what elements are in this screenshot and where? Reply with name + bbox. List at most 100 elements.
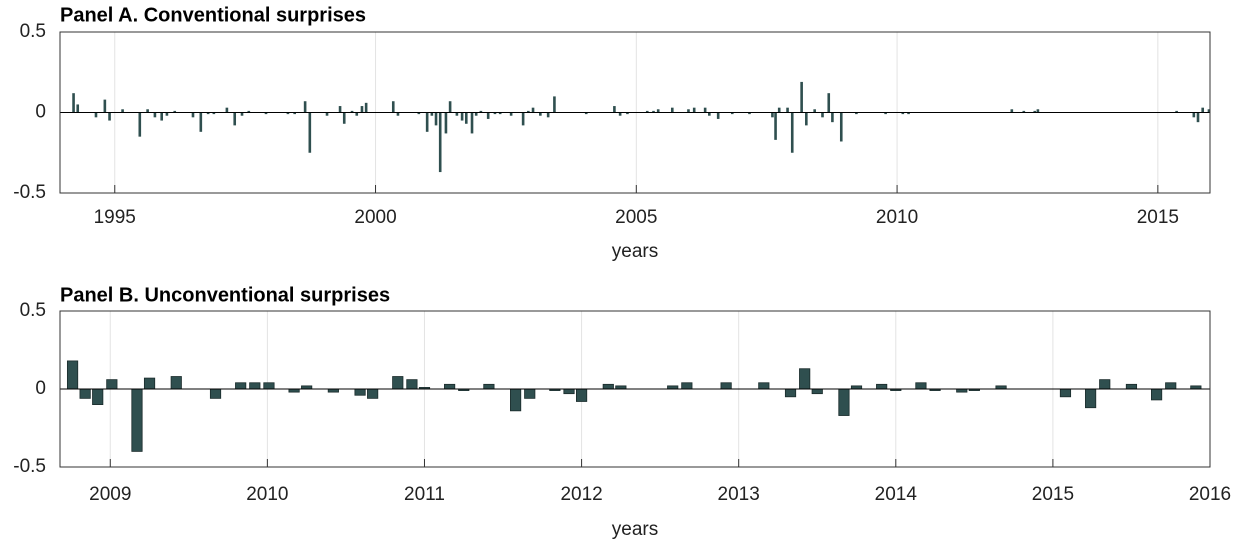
bar: [1099, 379, 1111, 390]
bar: [131, 388, 143, 452]
bar: [827, 93, 831, 113]
bar: [470, 112, 474, 134]
bar: [790, 112, 794, 153]
bar: [1192, 112, 1196, 118]
bar: [225, 107, 229, 113]
bar: [425, 112, 429, 132]
bar: [652, 110, 655, 113]
bar: [367, 388, 379, 399]
bar: [438, 112, 442, 173]
panel-title: Panel B. Unconventional surprises: [60, 284, 390, 306]
bar: [493, 112, 497, 115]
bar: [774, 112, 777, 140]
x-tick-label: 2010: [246, 484, 288, 505]
bar: [360, 106, 364, 113]
x-tick-label: 2012: [560, 484, 602, 505]
bar: [444, 112, 448, 134]
bar: [479, 110, 483, 113]
bar: [510, 388, 522, 412]
bar: [703, 107, 707, 113]
x-tick-label: 2016: [1189, 484, 1231, 505]
bar: [901, 112, 905, 115]
bar: [464, 112, 468, 124]
bar: [303, 101, 307, 113]
bar: [1175, 110, 1178, 113]
bar: [121, 109, 124, 113]
bar: [1196, 112, 1200, 123]
bar: [1207, 109, 1211, 113]
bar: [576, 388, 588, 402]
bar: [915, 382, 927, 390]
bar: [1036, 109, 1040, 113]
bar: [483, 383, 495, 390]
bar: [602, 383, 614, 390]
bar: [563, 388, 575, 395]
bar: [474, 112, 478, 116]
bar: [553, 96, 556, 113]
bar: [66, 360, 79, 390]
bar: [1085, 388, 1097, 409]
bar: [293, 112, 296, 115]
bar: [1201, 107, 1205, 113]
bar: [396, 112, 400, 116]
bar: [670, 107, 674, 113]
x-tick-label: 2011: [404, 484, 445, 505]
bar: [786, 107, 789, 113]
bar: [546, 112, 550, 118]
x-tick-label: 2009: [89, 484, 131, 505]
bar: [1059, 388, 1072, 398]
bar: [855, 112, 858, 115]
bar: [1151, 388, 1163, 401]
bar: [799, 368, 811, 390]
bar: [391, 101, 395, 113]
axes-box: [59, 310, 1211, 468]
bar: [143, 377, 156, 390]
bar: [308, 112, 312, 153]
bar: [92, 388, 104, 406]
x-axis-label: years: [612, 519, 658, 540]
bar: [687, 109, 690, 113]
bar: [800, 81, 803, 113]
bar: [876, 383, 888, 390]
bar: [212, 112, 216, 115]
bar: [160, 112, 164, 121]
bar: [199, 112, 203, 132]
x-tick-label: 2005: [615, 207, 657, 228]
bar: [235, 382, 247, 390]
bar: [206, 112, 210, 115]
bar: [777, 107, 781, 113]
bar: [72, 93, 75, 113]
axes-box: [59, 31, 1211, 194]
bar: [264, 112, 268, 115]
bar: [1165, 382, 1177, 390]
x-tick-label: 2015: [1137, 207, 1179, 228]
bar: [692, 107, 696, 113]
bar: [784, 388, 797, 398]
y-tick-label: -0.5: [13, 456, 46, 477]
bar: [748, 112, 751, 115]
bar: [509, 112, 513, 116]
bar: [907, 112, 910, 115]
bar: [645, 110, 649, 113]
bar: [355, 112, 359, 116]
bar: [94, 112, 98, 118]
bar: [626, 112, 629, 115]
y-tick-label: 0.5: [20, 300, 46, 321]
bar: [708, 112, 711, 116]
bar: [884, 112, 887, 115]
bar: [406, 379, 418, 390]
bar: [354, 388, 366, 396]
bar: [191, 112, 195, 118]
bar: [1125, 383, 1138, 390]
bar: [813, 109, 816, 113]
bar: [233, 112, 237, 126]
y-tick-label: -0.5: [13, 182, 46, 203]
bar: [76, 104, 80, 113]
bar: [240, 112, 244, 116]
x-tick-label: 2015: [1032, 484, 1074, 505]
bar: [286, 112, 290, 115]
bar: [584, 112, 588, 115]
bar: [153, 112, 157, 118]
bar: [392, 376, 404, 390]
